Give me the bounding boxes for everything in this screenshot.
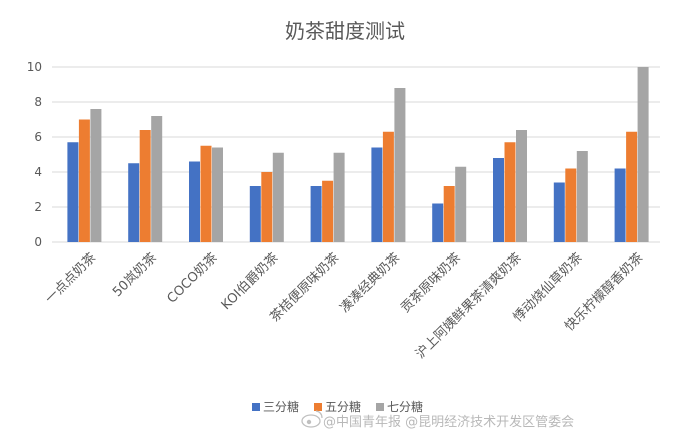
legend-label: 三分糖: [263, 399, 299, 414]
bar: [576, 151, 588, 242]
bar: [614, 168, 626, 242]
weibo-icon: [301, 410, 323, 428]
y-tick-label: 10: [27, 60, 42, 74]
bar: [455, 166, 467, 242]
bar: [139, 130, 151, 242]
bar: [151, 116, 163, 242]
legend-swatch: [314, 403, 322, 411]
category-label: 一点点奶茶: [42, 250, 99, 307]
bar: [128, 163, 140, 242]
bar: [249, 186, 261, 242]
y-tick-label: 0: [34, 235, 42, 249]
bar: [626, 131, 638, 242]
bar: [516, 130, 527, 242]
y-tick-label: 6: [34, 130, 42, 144]
category-label: 凑凑经典奶茶: [337, 250, 403, 316]
chart-title: 奶茶甜度测试: [285, 19, 405, 43]
legend-swatch: [252, 403, 260, 411]
watermark-text: @中国青年报 @昆明经济技术开发区管委会: [323, 414, 574, 430]
bar: [78, 119, 90, 242]
bar: [553, 182, 565, 242]
category-label: KOI伯爵奶茶: [218, 250, 282, 314]
legend-swatch: [376, 403, 384, 411]
bar: [504, 142, 516, 242]
y-tick-label: 4: [34, 165, 42, 179]
bar: [443, 186, 455, 242]
legend: 三分糖 五分糖 七分糖: [252, 399, 423, 414]
category-label: 50岚奶茶: [109, 250, 160, 301]
category-label: 贡茶原味奶茶: [398, 250, 464, 316]
bar: [212, 147, 223, 242]
bars: [67, 67, 649, 242]
legend-label: 五分糖: [325, 399, 361, 414]
legend-label: 七分糖: [387, 399, 423, 414]
bar: [637, 67, 649, 242]
y-axis-ticks: 0 2 4 6 8 10: [27, 60, 42, 249]
category-label: COCO奶茶: [164, 250, 221, 307]
y-tick-label: 8: [34, 95, 42, 109]
bar: [394, 88, 406, 242]
bar: [432, 203, 444, 242]
bar: [371, 147, 383, 242]
bar: [565, 168, 577, 242]
bar: [261, 172, 273, 242]
bar: [310, 186, 322, 242]
bar: [322, 180, 334, 242]
bar: [67, 142, 79, 242]
y-tick-label: 2: [34, 200, 42, 214]
bar: [189, 161, 200, 242]
x-axis-categories: 一点点奶茶 50岚奶茶 COCO奶茶KOI伯爵奶茶茶桔便原味奶茶凑凑经典奶茶贡茶原味…: [42, 250, 646, 362]
bar: [90, 109, 102, 242]
bar: [333, 152, 345, 242]
category-label: 沪上阿姨鲜果茶清爽奶茶: [412, 250, 524, 362]
bar: [200, 145, 212, 242]
bar: [493, 158, 504, 242]
bar: [272, 152, 284, 242]
watermark: @中国青年报 @昆明经济技术开发区管委会: [301, 410, 574, 430]
bar: [382, 131, 394, 242]
